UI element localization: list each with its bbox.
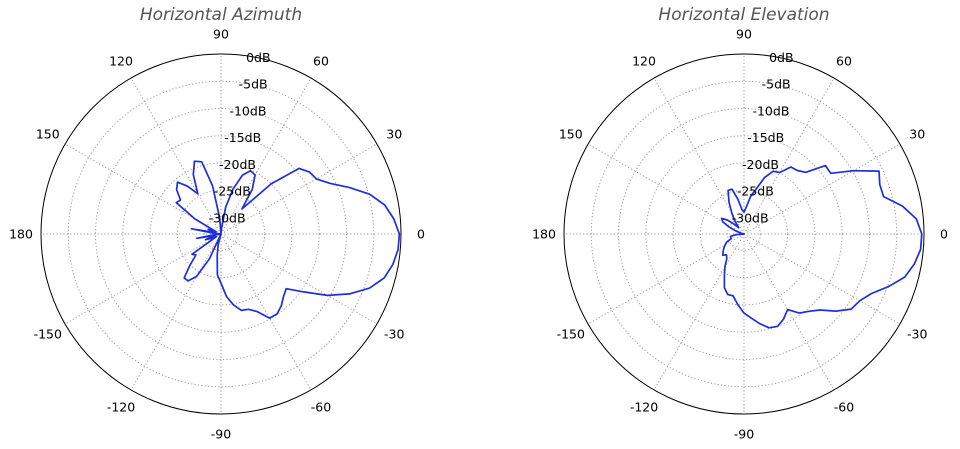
azimuth-angle-label-7: -150 [34,327,62,342]
elevation-spoke-1 [743,143,901,235]
elevation-ring-5 [699,189,789,279]
azimuth-angle-label-3: 90 [213,27,229,42]
azimuth-angle-label-5: 150 [36,127,60,142]
azimuth-ring-6 [204,217,238,251]
azimuth-spoke-11 [220,233,378,325]
elevation-r-label-2: -10dB [752,103,789,118]
azimuth-ring-4 [149,162,293,306]
azimuth-angle-label-10: -60 [311,400,331,415]
elevation-angle-label-5: 150 [559,127,583,142]
azimuth-angle-label-0: 0 [417,227,425,242]
elevation-angle-label-0: 0 [940,227,948,242]
elevation-spoke-5 [587,143,745,235]
azimuth-angle-label-8: -120 [107,400,135,415]
azimuth-spoke-10 [220,233,312,391]
azimuth-polar-chart: Horizontal Azimuth 0 30 60 90 120 150 180 -150 -… [9,5,425,442]
elevation-angle-label-4: 120 [632,53,656,68]
azimuth-angle-label-6: 180 [9,227,33,242]
azimuth-spoke-1 [220,143,378,235]
elevation-ring-3 [645,135,843,333]
elevation-pattern-line [720,164,923,329]
azimuth-outer-ring [40,53,402,415]
azimuth-r-label-0: 0dB [246,50,270,65]
azimuth-r-label-2: -10dB [229,103,266,118]
azimuth-ring-3 [122,135,320,333]
elevation-grid [564,54,924,414]
elevation-spoke-7 [587,233,745,325]
azimuth-spoke-2 [220,77,312,235]
elevation-r-label-3: -15dB [747,130,784,145]
azimuth-r-label-6: -30dB [209,210,246,225]
elevation-angle-label-8: -120 [630,400,658,415]
azimuth-angle-label-1: 30 [386,127,402,142]
azimuth-grid [41,54,401,414]
elevation-spoke-8 [653,233,745,391]
azimuth-pattern-line [175,160,401,319]
azimuth-r-label-5: -25dB [214,184,251,199]
azimuth-angle-label-9: -90 [211,427,231,442]
elevation-r-label-4: -20dB [742,157,779,172]
elevation-polar-chart: Horizontal Elevation 0 30 60 90 120 150 180 -15… [532,5,948,442]
elevation-r-label-1: -5dB [762,77,791,92]
elevation-angle-label-9: -90 [734,427,754,442]
azimuth-ring-1 [67,80,375,388]
azimuth-r-label-4: -20dB [219,157,256,172]
azimuth-chart-title: Horizontal Azimuth [140,5,302,25]
elevation-ring-1 [590,80,898,388]
elevation-chart-title: Horizontal Elevation [658,5,829,25]
elevation-angle-label-6: 180 [532,227,556,242]
elevation-angle-label-3: 90 [736,27,752,42]
elevation-r-label-6: -30dB [732,210,769,225]
azimuth-r-label-1: -5dB [239,77,268,92]
elevation-spoke-10 [743,233,835,391]
azimuth-spoke-7 [64,233,222,325]
elevation-ring-6 [727,217,761,251]
azimuth-ring-2 [95,108,347,360]
elevation-ring-2 [618,108,870,360]
azimuth-spoke-4 [130,77,222,235]
elevation-angle-label-10: -60 [834,400,854,415]
elevation-angle-label-1: 30 [909,127,925,142]
elevation-spoke-4 [653,77,745,235]
elevation-spoke-11 [743,233,901,325]
elevation-outer-ring [563,53,925,415]
azimuth-angle-label-2: 60 [313,53,329,68]
azimuth-r-label-3: -15dB [224,130,261,145]
elevation-angle-label-11: -30 [907,327,927,342]
elevation-angle-label-2: 60 [836,53,852,68]
azimuth-ring-5 [176,189,266,279]
azimuth-spoke-8 [130,233,222,391]
elevation-spoke-2 [743,77,835,235]
azimuth-angle-label-4: 120 [109,53,133,68]
azimuth-spoke-5 [64,143,222,235]
elevation-r-label-5: -25dB [737,184,774,199]
elevation-ring-4 [672,162,816,306]
azimuth-angle-label-11: -30 [384,327,404,342]
elevation-r-label-0: 0dB [769,50,793,65]
elevation-angle-label-7: -150 [557,327,585,342]
